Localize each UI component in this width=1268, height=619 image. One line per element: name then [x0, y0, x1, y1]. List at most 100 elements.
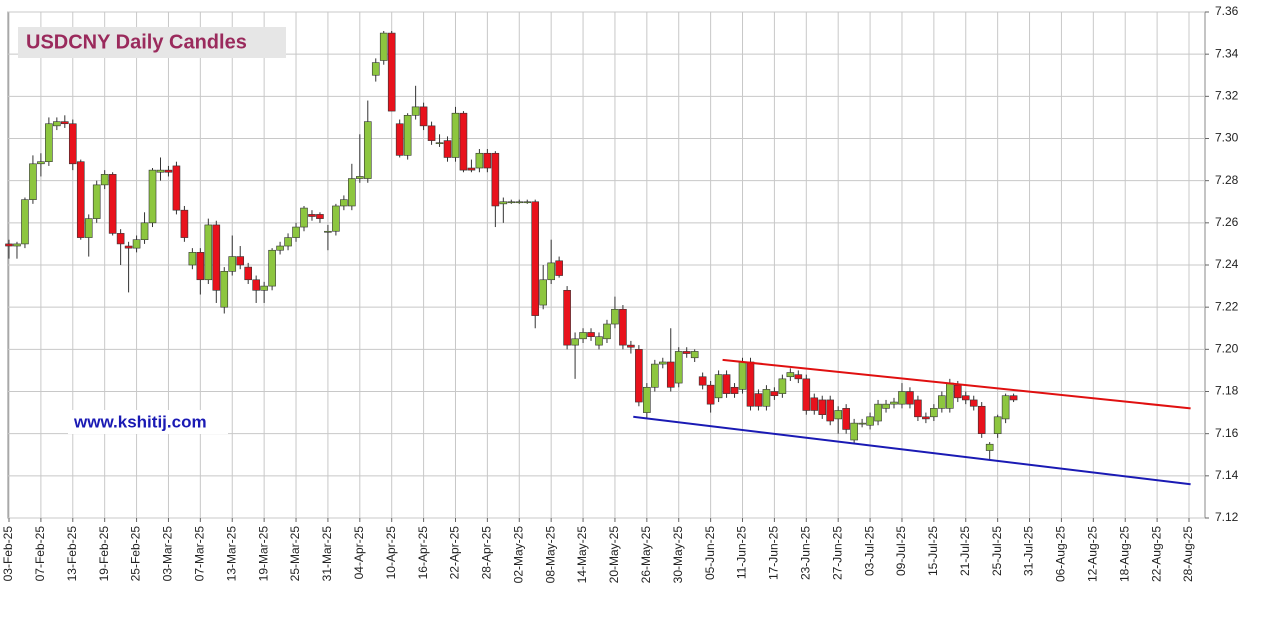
candle-body	[435, 142, 444, 145]
candle-body	[252, 279, 260, 291]
candle-body	[627, 344, 635, 348]
y-tick-label: 7.12	[1215, 510, 1239, 524]
annotation: www.kshitij.com	[73, 412, 207, 431]
x-tick-label: 30-May-25	[671, 526, 685, 584]
candle-body	[555, 260, 563, 276]
candle-body	[714, 374, 723, 399]
y-tick-label: 7.22	[1215, 299, 1239, 313]
candle-body	[459, 112, 468, 171]
candle-body	[443, 140, 452, 158]
x-tick-label: 19-Mar-25	[256, 526, 270, 582]
candle-body	[276, 245, 284, 251]
candle-body	[850, 422, 858, 441]
candle-body	[148, 169, 157, 224]
candle-body	[587, 332, 595, 337]
candle-body	[411, 106, 420, 116]
candle-body	[451, 112, 460, 158]
candle-body	[946, 382, 954, 409]
candle-body	[68, 123, 77, 165]
candle-body	[172, 165, 181, 211]
candle-body	[603, 323, 611, 340]
candle-body	[164, 169, 173, 173]
y-tick-label: 7.30	[1215, 131, 1239, 145]
x-tick-label: 04-Apr-25	[352, 526, 366, 580]
x-tick-label: 09-Jul-25	[894, 526, 908, 576]
candle-body	[866, 416, 874, 426]
candle-body	[196, 252, 205, 281]
candle-body	[786, 372, 795, 378]
x-tick-label: 25-Feb-25	[129, 526, 143, 582]
candle-body	[690, 351, 699, 359]
candle-body	[698, 376, 707, 386]
x-tick-label: 07-Mar-25	[193, 526, 207, 582]
x-tick-label: 03-Jul-25	[862, 526, 876, 576]
candle-body	[21, 199, 29, 245]
x-tick-label: 22-Apr-25	[448, 526, 462, 580]
candle-body	[651, 363, 659, 388]
candle-body	[491, 152, 500, 207]
x-tick-label: 25-Jul-25	[990, 526, 1004, 576]
candle-body	[499, 201, 508, 205]
candle-body	[961, 395, 970, 401]
candle-body	[108, 174, 117, 234]
candle-body	[858, 422, 866, 425]
x-tick-label: 26-May-25	[639, 526, 653, 584]
candle-body	[882, 403, 890, 409]
candle-body	[204, 224, 213, 281]
trendline	[633, 415, 1191, 486]
x-tick-label: 12-Aug-25	[1085, 526, 1099, 582]
grid	[8, 11, 1209, 522]
x-tick-label: 23-Jun-25	[798, 526, 812, 580]
candle-body	[914, 399, 922, 418]
candle-body	[643, 386, 651, 413]
candle-body	[778, 378, 787, 394]
x-tick-label: 27-Jun-25	[830, 526, 844, 580]
x-tick-label: 14-May-25	[575, 526, 589, 584]
candle-body	[387, 32, 396, 112]
candle-body	[188, 252, 197, 266]
y-tick-label: 7.36	[1215, 4, 1239, 18]
candle-body	[953, 384, 962, 399]
candle-body	[834, 410, 842, 420]
x-tick-label: 16-Apr-25	[416, 526, 430, 580]
x-tick-label: 11-Jun-25	[735, 526, 749, 579]
candle-body	[228, 256, 237, 272]
y-tick-label: 7.18	[1215, 384, 1239, 398]
candle-body	[842, 408, 850, 430]
candle-body	[316, 214, 324, 219]
candle-body	[874, 403, 882, 422]
candle-body	[268, 249, 276, 287]
x-tick-label: 06-Aug-25	[1054, 526, 1068, 582]
candle-body	[467, 167, 476, 171]
chart-title: USDCNY Daily Candles	[26, 31, 247, 53]
candle-body	[419, 106, 428, 127]
candle-body	[571, 338, 579, 346]
x-tick-label: 03-Feb-25	[1, 526, 15, 582]
candle-body	[61, 121, 69, 125]
y-tick-label: 7.26	[1215, 215, 1239, 229]
candle-body	[236, 256, 245, 266]
x-tick-label: 20-May-25	[607, 526, 621, 584]
candle-body	[930, 408, 938, 418]
candle-body	[340, 199, 348, 207]
candle-body	[284, 237, 292, 247]
x-tick-label: 31-Mar-25	[320, 526, 334, 582]
candle-body	[300, 207, 308, 228]
candle-body	[738, 361, 747, 390]
candle-body	[969, 399, 978, 407]
y-tick-label: 7.28	[1215, 173, 1239, 187]
x-tick-label: 10-Apr-25	[384, 526, 398, 580]
candle-body	[45, 123, 53, 162]
candle-body	[507, 201, 516, 204]
y-tick-label: 7.24	[1215, 257, 1239, 271]
candle-body	[938, 395, 946, 409]
x-tick-label: 03-Mar-25	[161, 526, 175, 582]
candle-body	[260, 285, 268, 291]
candle-body	[906, 391, 914, 405]
candle-body	[730, 386, 739, 394]
candle-body	[810, 397, 819, 411]
candle-body	[13, 243, 21, 247]
trendline	[722, 358, 1191, 410]
candle-body	[100, 174, 109, 186]
